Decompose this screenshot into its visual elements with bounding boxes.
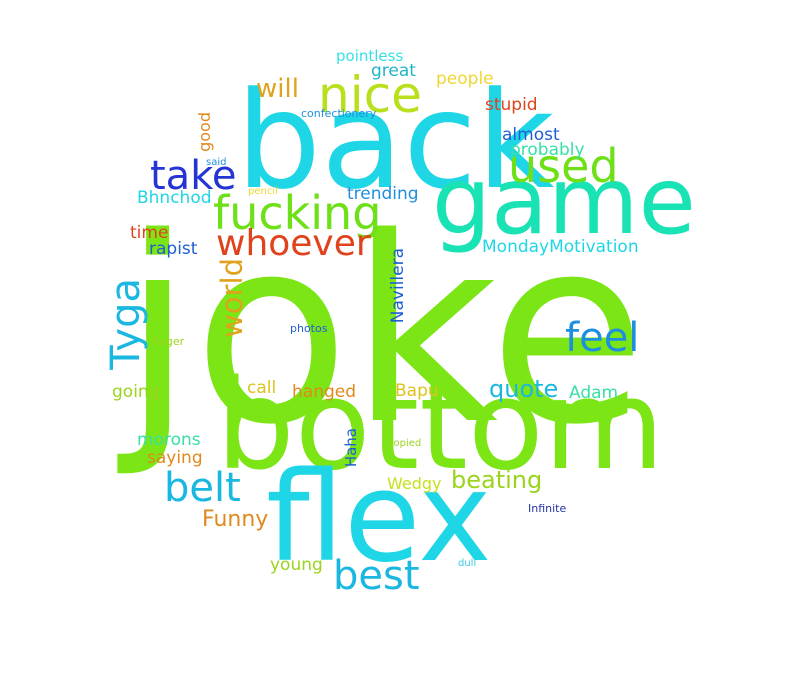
word-saying: saying [147, 448, 203, 468]
word-pencil: pencil [248, 186, 278, 197]
word-hanged: hanged [292, 382, 357, 402]
word-young: young [270, 555, 323, 575]
word-tyga: Tyga [103, 278, 149, 370]
word-mondaymotivation: MondayMotivation [482, 237, 639, 257]
word-roger: Roger [152, 335, 185, 348]
word-world: world [215, 258, 249, 338]
word-call: call [247, 378, 277, 398]
word-feel: feel [565, 315, 640, 361]
word-great: great [371, 61, 416, 81]
word-bhnchod: Bhnchod [137, 188, 212, 208]
word-copied: copied [388, 438, 422, 449]
word-belt: belt [164, 465, 241, 511]
word-beating: beating [451, 466, 543, 494]
word-pointless: pointless [336, 47, 404, 65]
word-take: take [150, 153, 237, 199]
word-stupid: stupid [485, 95, 538, 115]
word-navillera: Navillera [388, 248, 408, 324]
word-people: people [436, 69, 494, 89]
word-confectionery: confectionery [301, 107, 377, 120]
word-flex: flex [266, 446, 492, 590]
word-adam: Adam [569, 383, 619, 403]
word-fucking: fucking [213, 186, 382, 240]
word-photos: photos [290, 322, 328, 335]
word-dull: dull [458, 558, 477, 569]
word-trending: trending [347, 184, 419, 204]
word-morons: morons [137, 430, 201, 450]
word-back: back [236, 63, 555, 219]
word-used: used [508, 139, 619, 193]
word-wedgy: Wedgy [387, 474, 442, 493]
word-said: said [206, 157, 227, 168]
word-rapist: rapist [149, 239, 198, 259]
word-will: will [256, 74, 299, 104]
word-haha: Haha [342, 428, 360, 468]
word-joke: joke [122, 183, 647, 481]
word-nice: nice [318, 66, 422, 124]
word-probably: probably [510, 140, 585, 160]
word-funny: Funny [202, 507, 269, 532]
word-whoever: whoever [216, 223, 371, 264]
word-good: good [195, 112, 214, 152]
word-best: best [333, 553, 420, 599]
word-going: going [112, 382, 160, 402]
word-game: game [432, 147, 696, 255]
word-time: time [130, 223, 169, 243]
word-bottom: bottom [216, 354, 665, 498]
word-bapu: Bapu [395, 381, 439, 401]
word-quote: quote [489, 375, 559, 403]
word-infinite: Infinite [528, 502, 567, 515]
word-almost: almost [502, 125, 560, 145]
